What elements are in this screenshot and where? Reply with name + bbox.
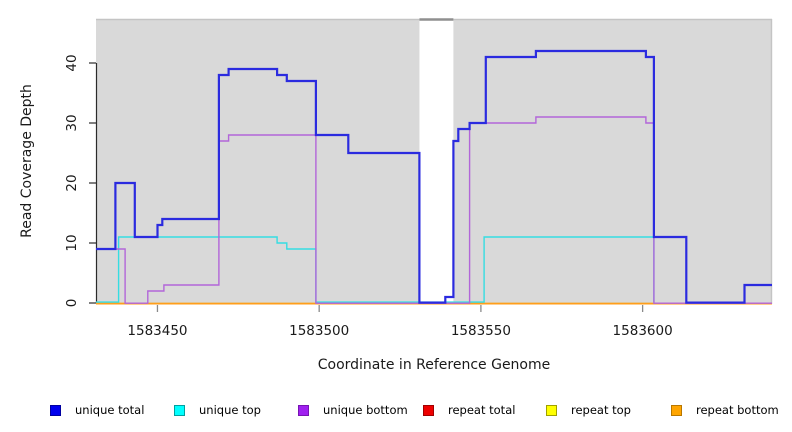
x-tick-label: 1583450 [127, 323, 187, 339]
legend-item-unique-total: unique total [50, 401, 144, 419]
repeat-top-swatch-icon [546, 404, 557, 416]
legend-item-unique-bottom: unique bottom [298, 401, 408, 419]
y-tick-label: 0 [64, 299, 80, 308]
legend-label: repeat bottom [696, 403, 779, 417]
series-unique-total-line [96, 49, 772, 304]
legend-item-unique-top: unique top [174, 401, 261, 419]
legend-label: repeat top [571, 403, 631, 417]
series-unique-bottom-line [96, 116, 772, 304]
y-tick-label: 10 [64, 234, 80, 251]
y-tick-label: 30 [64, 114, 80, 131]
unique-total-swatch-icon [50, 404, 61, 416]
x-tick-label: 1583500 [289, 323, 349, 339]
y-tick-label: 40 [64, 54, 80, 71]
coverage-gap-band [419, 14, 454, 302]
repeat-bottom-swatch-icon [671, 404, 682, 416]
y-axis-title: Read Coverage Depth [19, 84, 35, 238]
chart-legend: unique total unique top unique bottom re… [0, 401, 792, 421]
legend-label: unique total [75, 403, 145, 417]
unique-bottom-swatch-icon [298, 404, 309, 416]
unique-top-swatch-icon [174, 404, 185, 416]
legend-label: unique bottom [323, 403, 408, 417]
coverage-chart: 0 10 20 30 40 1583450 1583500 1583550 1583600 Rea… [19, 14, 773, 373]
legend-item-repeat-bottom: repeat bottom [671, 401, 779, 419]
repeat-total-swatch-icon [423, 404, 434, 416]
x-axis-title: Coordinate in Reference Genome [318, 357, 551, 373]
legend-label: repeat total [448, 403, 516, 417]
legend-label: unique top [199, 403, 261, 417]
x-tick-label: 1583550 [451, 323, 511, 339]
legend-item-repeat-total: repeat total [423, 401, 515, 419]
y-tick-label: 20 [64, 174, 80, 191]
series-unique-top-line [96, 236, 655, 303]
x-tick-label: 1583600 [613, 323, 673, 339]
legend-item-repeat-top: repeat top [546, 401, 631, 419]
